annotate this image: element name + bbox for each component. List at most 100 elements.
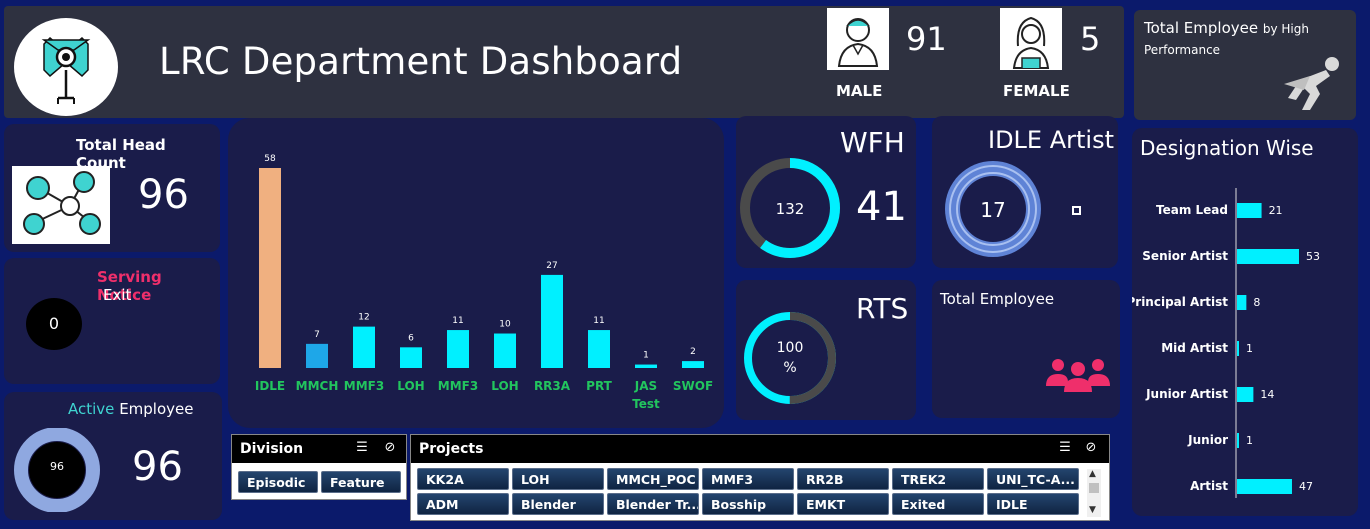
bar[interactable] [635,364,657,368]
dashboard-header: LRC Department Dashboard 91 MALE 5 FEMAL… [4,6,1124,118]
bar-value-label: 58 [264,154,276,164]
designation-value: 1 [1246,434,1253,447]
bar-category-label: JAS [634,379,657,393]
division-item[interactable]: Episodic [238,471,318,493]
bar-value-label: 10 [499,320,511,330]
idle-artist-card[interactable]: IDLE Artist 17 [932,116,1118,268]
designation-bar[interactable] [1237,203,1262,218]
superhero-icon [1284,57,1339,110]
designation-label: Mid Artist [1161,341,1228,355]
wfh-ring-value: 132 [775,200,805,218]
project-item[interactable]: IDLE [987,493,1079,515]
active-employee-ring [14,428,100,512]
designation-bar[interactable] [1237,433,1239,448]
scroll-down-icon[interactable]: ▼ [1089,505,1096,515]
rts-donut [744,312,836,404]
bar[interactable] [400,347,422,368]
bar-category-label: RR3A [534,379,571,393]
designation-bar[interactable] [1237,295,1247,310]
bar[interactable] [494,333,516,368]
division-slicer-header: Division [232,435,406,463]
bar[interactable] [447,330,469,368]
bar-category-label: Test [632,397,660,411]
designation-label: Senior Artist [1142,249,1228,263]
project-item[interactable]: RR2B [797,468,889,490]
idle-artist-marker [1072,206,1081,215]
bar-value-label: 11 [593,316,604,326]
multiselect-icon[interactable]: ☰ [1059,440,1071,455]
bar[interactable] [306,343,328,368]
wfh-card[interactable]: WFH 132 41 [736,116,916,268]
active-ring-value: 96 [50,460,64,473]
clear-filter-icon[interactable]: ⊘ [384,440,396,455]
bar[interactable] [588,330,610,368]
designation-label: Team Lead [1156,203,1228,217]
serving-notice-card[interactable]: Serving Notice Exit 0 [4,258,220,384]
rts-ring-value: 100 [776,340,804,356]
clear-filter-icon[interactable]: ⊘ [1085,440,1097,455]
active-employee-card[interactable]: Active Employee 96 96 [4,392,222,520]
total-employee-card[interactable]: Total Employee [932,280,1120,418]
projects-slicer-header: Projects [411,435,1109,463]
division-item[interactable]: Feature [321,471,401,493]
high-performance-title-main: Total Employee [1144,19,1259,37]
project-item[interactable]: KK2A [417,468,509,490]
designation-value: 8 [1253,296,1260,309]
serving-notice-label: Serving Notice [97,268,162,304]
bar-category-label: MMCH [296,379,339,393]
project-item[interactable]: MMF3 [702,468,794,490]
project-item[interactable]: Blender [512,493,604,515]
rts-label: RTS [856,292,909,325]
multiselect-icon[interactable]: ☰ [356,440,368,455]
high-performance-card[interactable]: Total Employee by High Performance [1134,10,1356,120]
designation-label: Junior [1187,433,1228,447]
rts-ring-text: 100 % [742,338,838,378]
scroll-up-icon[interactable]: ▲ [1089,469,1096,479]
wfh-value: 41 [856,184,907,230]
employee-label: Employee [119,400,194,418]
project-item[interactable]: MMCH_POC [607,468,699,490]
bar-category-label: MMF3 [438,379,478,393]
idle-artist-ring-value: 17 [980,198,1006,222]
total-employee-label: Total Employee [940,290,1055,308]
designation-value: 1 [1246,342,1253,355]
male-count: 91 [906,20,947,58]
projects-slicer: Projects ☰ ⊘ KK2A LOH MMCH_POC MMF3 RR2B TREK… [410,434,1110,521]
bar-category-label: SWOF [673,379,713,393]
project-item[interactable]: Blender Tr... [607,493,699,515]
designation-bar[interactable] [1237,341,1239,356]
designation-chart-svg: Team Lead 21 Senior Artist 53 Principal Arti… [1132,188,1320,498]
active-label: Active [68,400,115,418]
project-item[interactable]: UNI_TC-A... [987,468,1079,490]
designation-title: Designation Wise [1140,136,1314,160]
designation-bar[interactable] [1237,479,1292,494]
project-item[interactable]: Bosship [702,493,794,515]
bar[interactable] [541,274,563,368]
designation-card: Designation Wise Team Lead 21 Senior Artis… [1132,128,1358,516]
bar[interactable] [353,326,375,368]
bar-category-label: LOH [491,379,518,393]
bar[interactable] [682,361,704,368]
bar-category-label: MMF3 [344,379,384,393]
project-bar-chart: 58 IDLE 7 MMCH 12 MMF3 6 LOH 11 MMF3 10 LOH 27 RR3A 11… [228,118,724,428]
high-performance-title: Total Employee by High Performance [1144,18,1334,60]
rts-ring-unit: % [783,360,797,376]
rts-card[interactable]: RTS 100 % [736,280,916,420]
project-item[interactable]: LOH [512,468,604,490]
designation-value: 14 [1260,388,1274,401]
project-item[interactable]: TREK2 [892,468,984,490]
bar-category-label: PRT [586,379,612,393]
bar[interactable] [259,168,281,368]
project-item[interactable]: Exited [892,493,984,515]
project-item[interactable]: ADM [417,493,509,515]
idle-artist-ring [945,161,1041,257]
headcount-card[interactable]: Total Head Count 96 [4,124,220,252]
designation-bar[interactable] [1237,387,1254,402]
scroll-thumb[interactable] [1089,483,1099,493]
wfh-label: WFH [840,126,905,159]
people-group-icon [1046,359,1110,392]
designation-bar[interactable] [1237,249,1299,264]
project-item[interactable]: EMKT [797,493,889,515]
projects-scrollbar[interactable]: ▲ ▼ [1087,469,1101,517]
male-label: MALE [836,82,883,100]
